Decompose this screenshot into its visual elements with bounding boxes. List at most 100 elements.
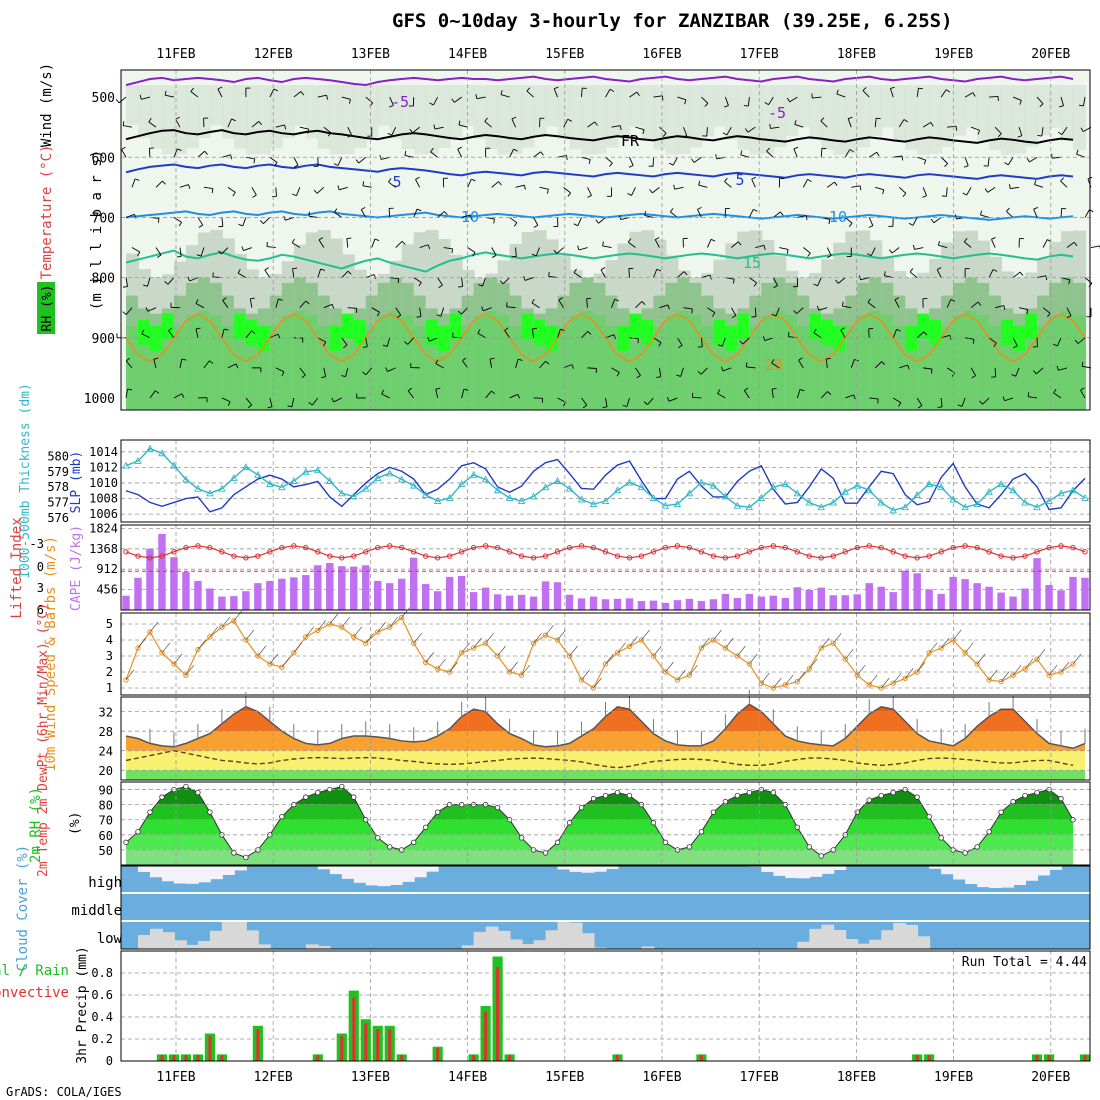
lifted-index-marker: [770, 543, 777, 549]
rh-shade-70: [1001, 336, 1015, 410]
rh-marker: [938, 835, 944, 841]
wind-barb-staff: [173, 148, 178, 158]
wind-barb-staff: [1060, 96, 1064, 106]
lifted-index-marker: [399, 544, 405, 551]
rh-tick: 50: [99, 844, 113, 858]
wind-barb-flag: [318, 237, 324, 241]
wind-barb: [442, 177, 448, 188]
wind-barb-staff: [722, 367, 732, 372]
wind-barb-flag: [740, 150, 743, 155]
wind-barb-staff: [820, 120, 828, 128]
wind-barb-flag: [908, 222, 914, 226]
wind-barb-flag: [458, 120, 461, 126]
wind-barb-flag: [912, 244, 915, 250]
lifted-index-marker: [434, 555, 441, 561]
rh-shade-70: [126, 325, 139, 410]
high-cloud: [773, 866, 787, 876]
wind-barb-staff: [347, 307, 357, 309]
rh-shade-upper: [173, 85, 187, 155]
day-label-top: 19FEB: [934, 47, 973, 62]
lifted-index-marker: [590, 544, 597, 551]
rh-shade-70: [881, 315, 895, 410]
wind-barb: [563, 186, 571, 197]
wind-barb-flag: [333, 163, 339, 166]
lifted-index-marker: [698, 549, 705, 555]
wind-barb-staff: [994, 367, 997, 377]
wind-barb: [916, 397, 923, 409]
wind-barb-staff: [435, 363, 444, 369]
wind-barb-flag: [387, 132, 392, 136]
day-label-bottom: 16FEB: [642, 1070, 681, 1085]
wind-barb: [970, 367, 977, 379]
wind-barb-staff: [644, 215, 654, 218]
pressure-tick: 800: [92, 272, 115, 287]
rh-shade-70: [965, 310, 979, 410]
surface-wind-barb: [569, 645, 578, 657]
wind-barb-staff: [341, 337, 348, 346]
wind-barb: [916, 331, 928, 339]
wind-barb: [141, 329, 151, 339]
wind-barb-flag: [457, 146, 462, 150]
rh-marker: [662, 839, 669, 846]
wind-barb-flag: [362, 346, 368, 348]
wind-barb: [356, 393, 366, 399]
lifted-index-marker: [411, 549, 417, 555]
wind-barb: [724, 207, 730, 218]
wind-barb: [1056, 365, 1068, 371]
wind-barb-flag: [901, 155, 904, 161]
wind-barb-flag: [930, 218, 935, 223]
wind-barb: [221, 154, 233, 160]
wind-barb-flag: [787, 332, 790, 337]
wind-barb-flag: [972, 339, 975, 344]
surface-wind-barb: [797, 671, 806, 682]
lifted-index-marker: [902, 553, 908, 559]
wind-speed-marker: [542, 632, 549, 638]
wind-barb-flag: [481, 306, 484, 311]
wind-barb-flag: [134, 214, 137, 219]
rh-marker: [614, 789, 621, 796]
wind-barb-staff: [125, 389, 129, 399]
wind-barb: [499, 277, 510, 285]
wind-barb-flag: [176, 255, 182, 258]
low-cloud: [461, 945, 475, 949]
wind-barb-staff: [500, 94, 510, 98]
wind-barb-flag: [168, 327, 173, 332]
wind-speed-marker: [998, 678, 1004, 685]
wind-barb-staff: [923, 367, 933, 370]
wind-barb: [531, 247, 540, 257]
wind-barb-staff: [748, 209, 754, 218]
lifted-index-marker: [842, 549, 848, 555]
thickness-marker: [697, 478, 706, 486]
wind-barb-flag: [977, 301, 982, 306]
lifted-index-marker: [219, 549, 225, 555]
wind-barb-flag: [655, 237, 660, 240]
wind-barb-flag: [472, 252, 476, 257]
rh-shade-90: [449, 313, 463, 339]
rh-marker: [542, 850, 549, 856]
wind-speed-marker: [375, 629, 381, 635]
rh-marker: [387, 844, 393, 850]
wind-barb: [131, 178, 140, 188]
wind-barb-staff: [936, 269, 942, 278]
rh-shade-90: [161, 313, 175, 339]
wind-barb: [644, 211, 654, 218]
slp-axis-label: SLP (mb): [69, 451, 84, 514]
wind-barb-staff: [323, 126, 332, 134]
wind-barb-staff: [388, 181, 396, 188]
high-cloud: [761, 866, 775, 872]
wind-barb: [515, 358, 523, 369]
thickness-marker: [649, 494, 658, 501]
wind-barb: [867, 298, 876, 309]
lifted-index-marker: [231, 553, 237, 559]
wind-barb-staff: [845, 394, 854, 399]
wind-barb: [227, 118, 236, 128]
wind-barb-flag: [323, 341, 327, 347]
wind-barb-staff: [635, 126, 645, 131]
rh-marker: [626, 792, 633, 799]
wind-barb-staff: [317, 94, 327, 98]
wind-barb: [867, 247, 876, 257]
wind-barb: [841, 301, 852, 309]
rh-marker: [770, 789, 777, 796]
wind-barb-staff: [221, 397, 231, 403]
wind-barb-flag: [429, 102, 434, 106]
